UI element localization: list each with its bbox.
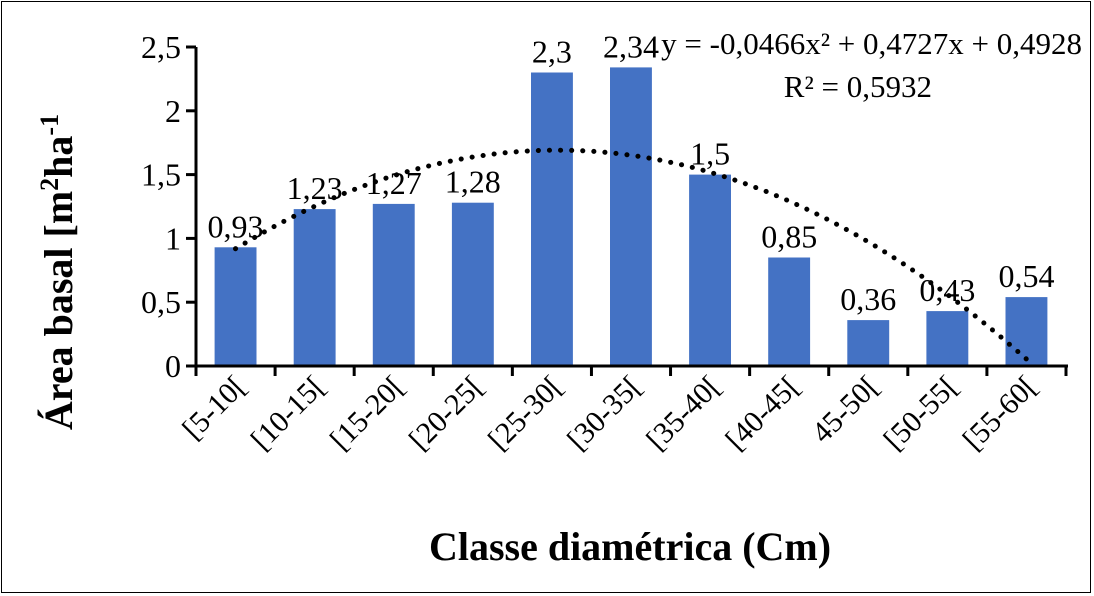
bar [1005,297,1048,366]
bar [689,174,731,366]
x-tick-label: [25-30[ [482,370,569,457]
y-tick-label: 2 [165,93,181,129]
x-tick-label: [20-25[ [403,370,490,457]
bar [531,72,573,366]
bar [293,209,336,366]
bar [451,202,494,366]
data-label: 2,34 [603,28,659,64]
trendline [233,147,1029,362]
x-tick-label: [10-15[ [245,370,332,457]
trendline-equation: y = -0,0466x² + 0,4727x + 0,4928 [661,26,1082,61]
data-label: 0,36 [840,281,896,317]
bars-layer [214,67,1048,367]
y-tick-label: 1 [165,220,181,256]
data-label: 1,28 [445,164,501,200]
x-tick-label: [40-45[ [719,370,806,457]
y-axis-title-sup1: 2 [35,178,64,191]
x-tick-label: [30-35[ [561,370,648,457]
y-axis-title: Área basal [m2ha-1 [35,114,81,430]
y-tick-label: 0,5 [141,284,181,320]
x-tick-label: [15-20[ [324,370,411,457]
y-tick-label: 2,5 [141,29,181,65]
x-tick-label: [50-55[ [877,370,964,457]
y-axis-title-mid: ha [36,136,81,178]
trendline-layer [233,147,1029,362]
x-tick-label: [5-10[ [176,370,252,446]
x-tick-label: 45-50[ [805,370,885,450]
bar [926,311,969,366]
data-label: 1,23 [287,170,343,206]
data-label: 0,93 [208,208,264,244]
x-tick-label: [35-40[ [640,370,727,457]
data-label: 1,27 [366,165,422,201]
bar [372,203,415,366]
data-label: 2,3 [532,34,572,70]
bar [610,67,652,367]
data-label: 0,85 [761,219,817,255]
y-tick-label: 0 [165,348,181,384]
x-tick-label: [55-60[ [956,370,1043,457]
bar [214,247,257,366]
trendline-r2: R² = 0,5932 [784,69,932,104]
y-axis-title-main: Área basal [m [36,191,81,430]
y-axis-title-sup2: -1 [35,114,64,136]
data-label: 0,54 [999,258,1055,294]
data-label: 1,5 [690,136,730,172]
y-tick-label: 1,5 [141,157,181,193]
bar [847,320,890,366]
data-label: 0,43 [919,272,975,308]
axes-layer: 0 0,5 1 1,5 2 2,5 [141,29,1068,384]
x-axis-title: Classe diamétrica (Cm) [429,524,831,569]
bar [768,257,811,366]
